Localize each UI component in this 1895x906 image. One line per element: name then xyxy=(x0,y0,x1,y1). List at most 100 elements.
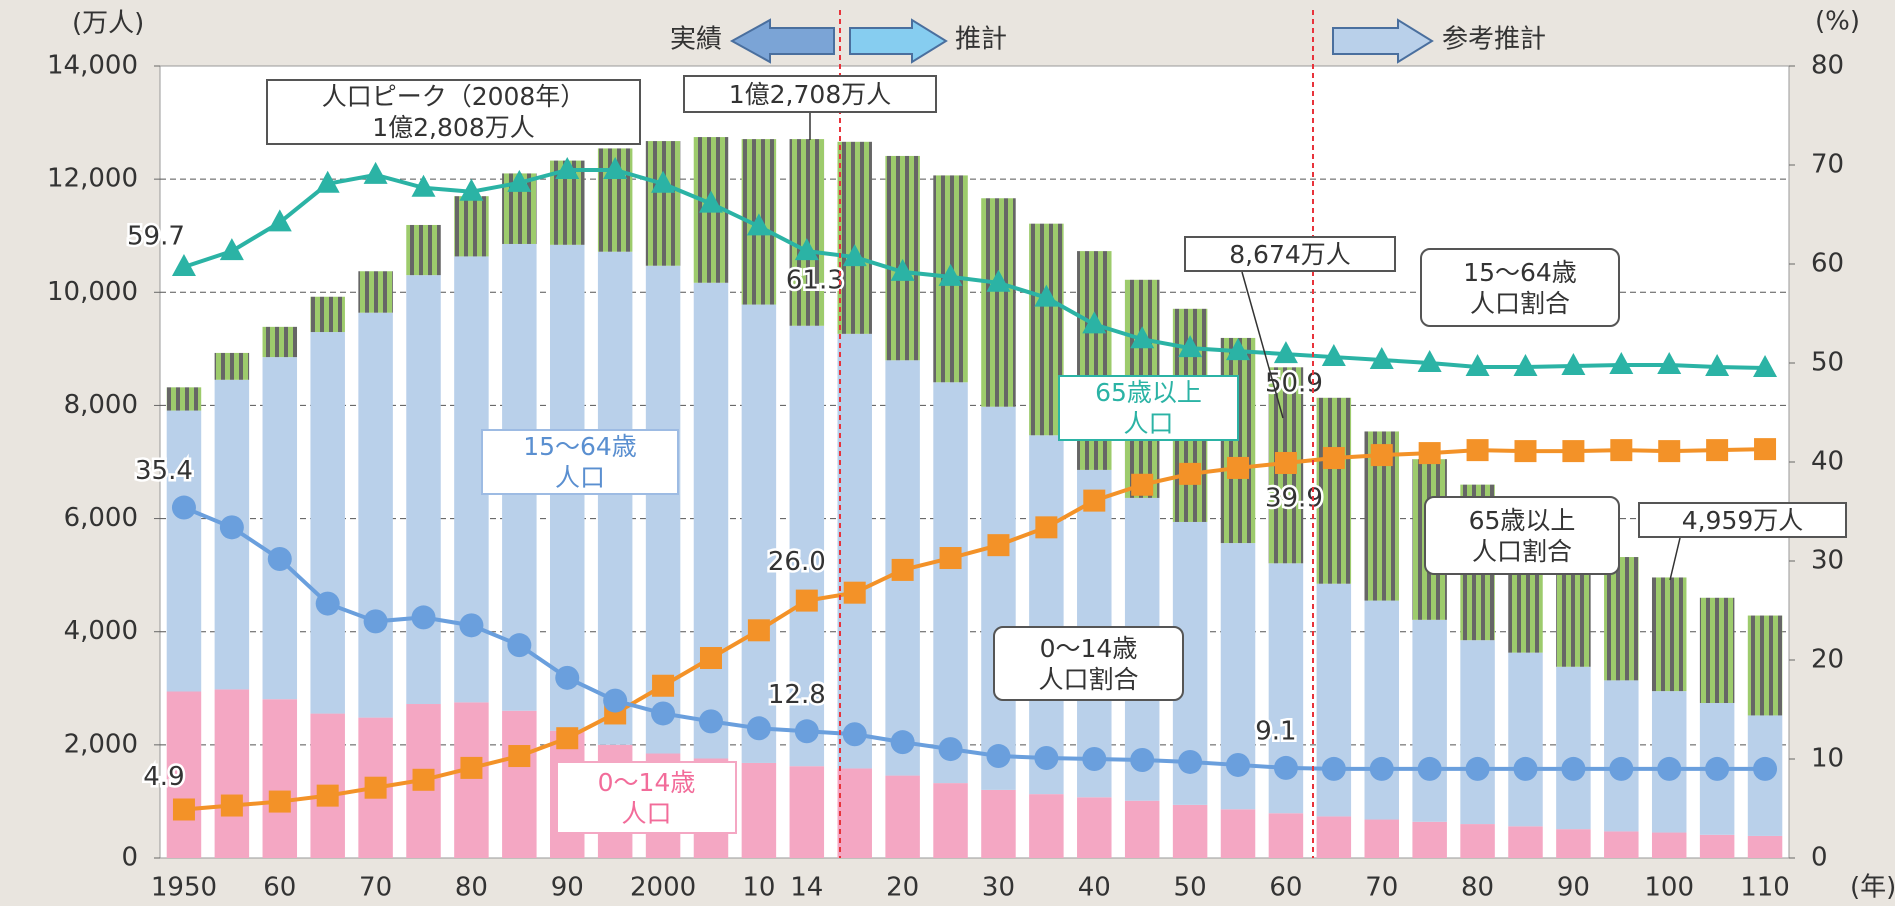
bar-segment xyxy=(502,710,537,858)
bar-segment xyxy=(1316,816,1352,858)
bar-segment xyxy=(789,325,825,767)
y2-tick-label: 10 xyxy=(1811,744,1844,774)
x-tick-label: 1950 xyxy=(151,873,217,903)
bar-segment xyxy=(1508,826,1543,858)
bar-segment xyxy=(1556,666,1591,830)
bar-segment xyxy=(1412,821,1447,858)
marker xyxy=(986,744,1011,769)
y2-tick-label: 30 xyxy=(1811,546,1844,576)
marker xyxy=(1418,442,1441,465)
marker xyxy=(220,794,243,817)
marker xyxy=(1131,473,1154,496)
series-label: 0～14歳 人口 xyxy=(556,761,737,834)
bar-segment xyxy=(933,783,968,858)
y-tick-label: 2,000 xyxy=(64,729,138,759)
marker xyxy=(1369,347,1394,370)
bar-segment xyxy=(406,275,441,705)
marker xyxy=(1227,456,1250,479)
bar-segment xyxy=(741,304,777,763)
marker xyxy=(363,609,388,634)
marker xyxy=(315,591,340,616)
bar-segment xyxy=(406,224,441,276)
bar-segment xyxy=(1747,615,1783,716)
y-unit: (万人) xyxy=(72,9,144,39)
leader-line xyxy=(1241,271,1284,419)
x-tick-label: 2000 xyxy=(630,873,696,903)
marker xyxy=(507,633,532,658)
bar-segment xyxy=(837,141,872,334)
bar-segment xyxy=(1651,577,1687,692)
data-label: 61.3 xyxy=(786,266,844,296)
bar-segment xyxy=(981,789,1016,858)
marker xyxy=(1034,746,1059,771)
marker xyxy=(1273,755,1298,780)
marker xyxy=(1657,756,1682,781)
bar-segment xyxy=(454,196,489,257)
marker xyxy=(651,170,676,193)
phase-label: 参考推計 xyxy=(1442,25,1546,55)
marker xyxy=(1610,439,1633,462)
marker xyxy=(1513,353,1538,376)
marker xyxy=(268,790,291,813)
marker xyxy=(507,169,532,192)
bar-segment xyxy=(645,141,681,266)
marker xyxy=(1178,335,1203,358)
bar-segment xyxy=(885,775,920,858)
x-tick-label: 14 xyxy=(790,873,823,903)
bar-segment xyxy=(693,282,729,759)
x-tick-label: 10 xyxy=(742,873,775,903)
x-tick-label: 90 xyxy=(1557,873,1590,903)
marker xyxy=(267,209,292,232)
marker xyxy=(1513,756,1538,781)
data-label: 26.0 xyxy=(768,547,826,577)
marker xyxy=(939,547,962,570)
x-tick-label: 50 xyxy=(1174,873,1207,903)
y2-tick-label: 0 xyxy=(1811,843,1828,873)
leader-line xyxy=(1669,537,1681,581)
marker xyxy=(938,737,963,762)
series-label: 15～64歳 人口 xyxy=(481,429,679,495)
bar-segment xyxy=(166,410,202,692)
y-tick-label: 6,000 xyxy=(64,503,138,533)
marker xyxy=(891,558,914,581)
data-label: 9.1 xyxy=(1255,716,1296,746)
marker xyxy=(1321,756,1346,781)
marker xyxy=(267,547,292,572)
annotation: 8,674万人 xyxy=(1184,236,1396,272)
marker xyxy=(555,665,580,690)
marker xyxy=(938,263,963,286)
bar-segment xyxy=(981,198,1016,407)
bar-segment xyxy=(1172,804,1208,858)
marker xyxy=(1658,440,1681,463)
bar-segment xyxy=(1460,640,1495,825)
bar-segment xyxy=(310,332,345,714)
marker xyxy=(1178,749,1203,774)
marker xyxy=(460,756,483,779)
bar-segment xyxy=(1124,800,1160,858)
y2-tick-label: 80 xyxy=(1811,51,1844,81)
marker xyxy=(842,722,867,747)
data-label: 39.9 xyxy=(1265,483,1323,513)
marker xyxy=(1753,756,1778,781)
bar-segment xyxy=(933,382,968,784)
bar-segment xyxy=(214,352,250,380)
bar-segment xyxy=(1604,680,1639,832)
plot-area xyxy=(159,65,1790,859)
marker xyxy=(843,581,866,604)
marker xyxy=(1226,752,1251,777)
marker xyxy=(987,534,1010,557)
marker xyxy=(1705,353,1730,376)
marker xyxy=(1706,439,1729,462)
marker xyxy=(1179,462,1202,485)
marker xyxy=(842,244,867,267)
bar-segment xyxy=(1029,794,1064,858)
bar-segment xyxy=(166,691,202,858)
y2-tick-label: 20 xyxy=(1811,645,1844,675)
bar-segment xyxy=(789,139,825,326)
marker xyxy=(746,213,771,236)
bar-segment xyxy=(358,312,393,718)
bar-segment xyxy=(1364,819,1399,858)
bar-segment xyxy=(214,689,250,858)
marker xyxy=(1130,326,1155,349)
marker xyxy=(411,605,436,630)
